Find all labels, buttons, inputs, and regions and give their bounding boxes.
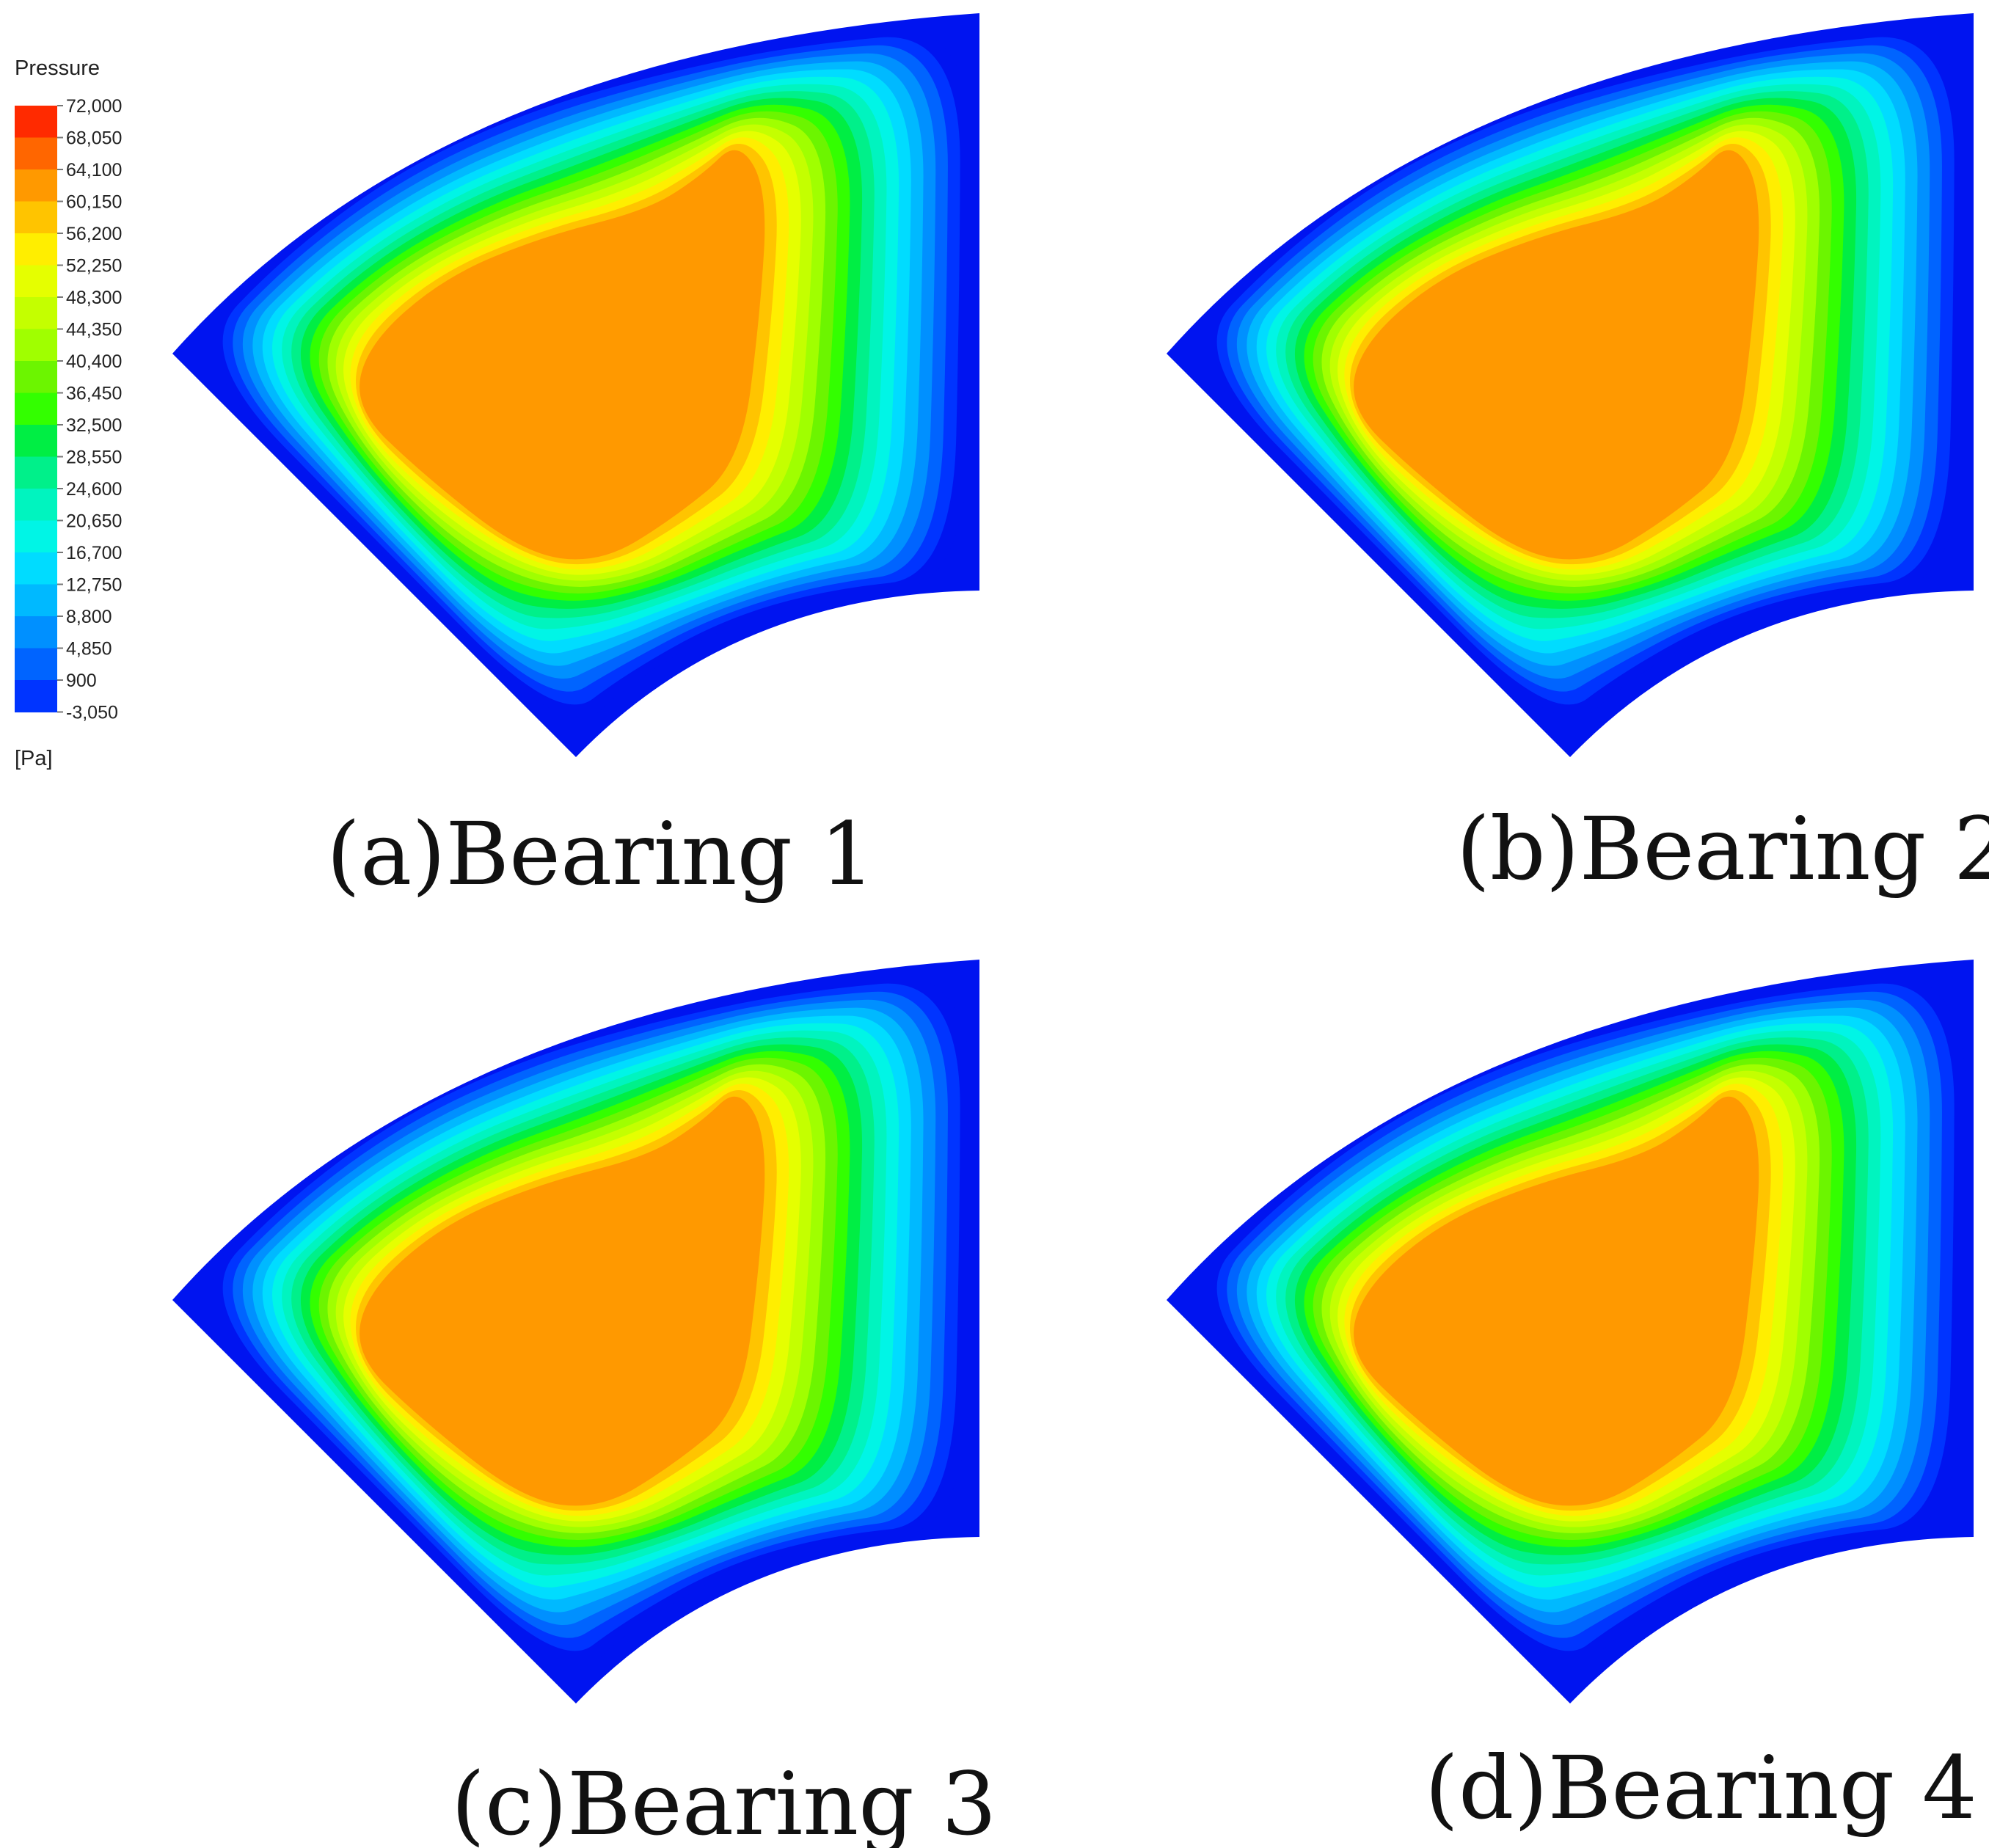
legend-swatch — [15, 552, 57, 585]
pressure-legend: Pressure 72,000 68,050 64,100 60,150 56,200 5… — [15, 56, 122, 770]
contour-band — [360, 150, 765, 560]
legend-title: Pressure — [15, 56, 100, 80]
legend-tick-label: 24,600 — [66, 479, 122, 500]
panel-bearing-4 — [1167, 960, 1974, 1703]
pressure-contour-bands-bearing-3 — [212, 975, 973, 1665]
legend-tick-label: 72,000 — [66, 96, 122, 117]
legend-tick-label: 44,350 — [66, 320, 122, 340]
panel-bearing-1 — [172, 13, 979, 757]
legend-tick-label: -3,050 — [66, 703, 118, 723]
legend-swatch — [15, 392, 57, 426]
caption-bearing-4: (d)Bearing 4 — [1425, 1737, 1977, 1838]
legend-tick-label: 20,650 — [66, 511, 122, 532]
pressure-contour-bands-bearing-1 — [212, 29, 973, 718]
legend-tick-label: 60,150 — [66, 192, 122, 213]
contour-band — [360, 1096, 765, 1506]
legend-tick-label: 28,550 — [66, 448, 122, 468]
caption-bearing-3: (c)Bearing 3 — [451, 1753, 996, 1848]
legend-tick-label: 56,200 — [66, 224, 122, 244]
legend-swatch — [15, 169, 57, 202]
legend-swatch — [15, 137, 57, 170]
legend-tick-label: 36,450 — [66, 384, 122, 404]
legend-swatch — [15, 425, 57, 458]
legend-swatch — [15, 680, 57, 713]
contour-band — [1354, 1096, 1759, 1506]
contour-band — [1354, 150, 1759, 560]
legend-tick-label: 52,250 — [66, 256, 122, 277]
legend-swatch — [15, 233, 57, 266]
panel-bearing-3 — [172, 960, 979, 1703]
legend-unit: [Pa] — [15, 747, 53, 770]
legend-tick-label: 8,800 — [66, 607, 112, 627]
legend-tick-label: 12,750 — [66, 575, 122, 596]
legend-color-bar — [15, 106, 57, 713]
legend-swatch — [15, 106, 57, 139]
legend-swatch — [15, 265, 57, 298]
legend-swatch — [15, 489, 57, 522]
legend-tick-labels: 72,000 68,050 64,100 60,150 56,200 52,250 48,3… — [57, 96, 122, 723]
legend-swatch — [15, 329, 57, 362]
legend-tick-label: 16,700 — [66, 543, 122, 563]
panel-bearing-2 — [1167, 13, 1974, 757]
legend-swatch — [15, 456, 57, 489]
pressure-contour-bands-bearing-2 — [1206, 29, 1967, 718]
pressure-contour-bands-bearing-4 — [1206, 975, 1967, 1665]
legend-swatch — [15, 520, 57, 553]
legend-tick-label: 48,300 — [66, 288, 122, 308]
legend-tick-label: 900 — [66, 671, 97, 691]
legend-swatch — [15, 616, 57, 649]
caption-bearing-1: (a)Bearing 1 — [326, 803, 875, 905]
legend-tick-label: 68,050 — [66, 128, 122, 149]
legend-tick-label: 40,400 — [66, 351, 122, 372]
caption-bearing-2: (b)Bearing 2 — [1456, 798, 1989, 899]
legend-swatch — [15, 297, 57, 330]
legend-swatch — [15, 584, 57, 617]
legend-swatch — [15, 361, 57, 394]
legend-swatch — [15, 648, 57, 681]
legend-tick-label: 64,100 — [66, 160, 122, 180]
legend-swatch — [15, 201, 57, 234]
legend-tick-label: 32,500 — [66, 415, 122, 436]
legend-tick-label: 4,850 — [66, 639, 112, 660]
